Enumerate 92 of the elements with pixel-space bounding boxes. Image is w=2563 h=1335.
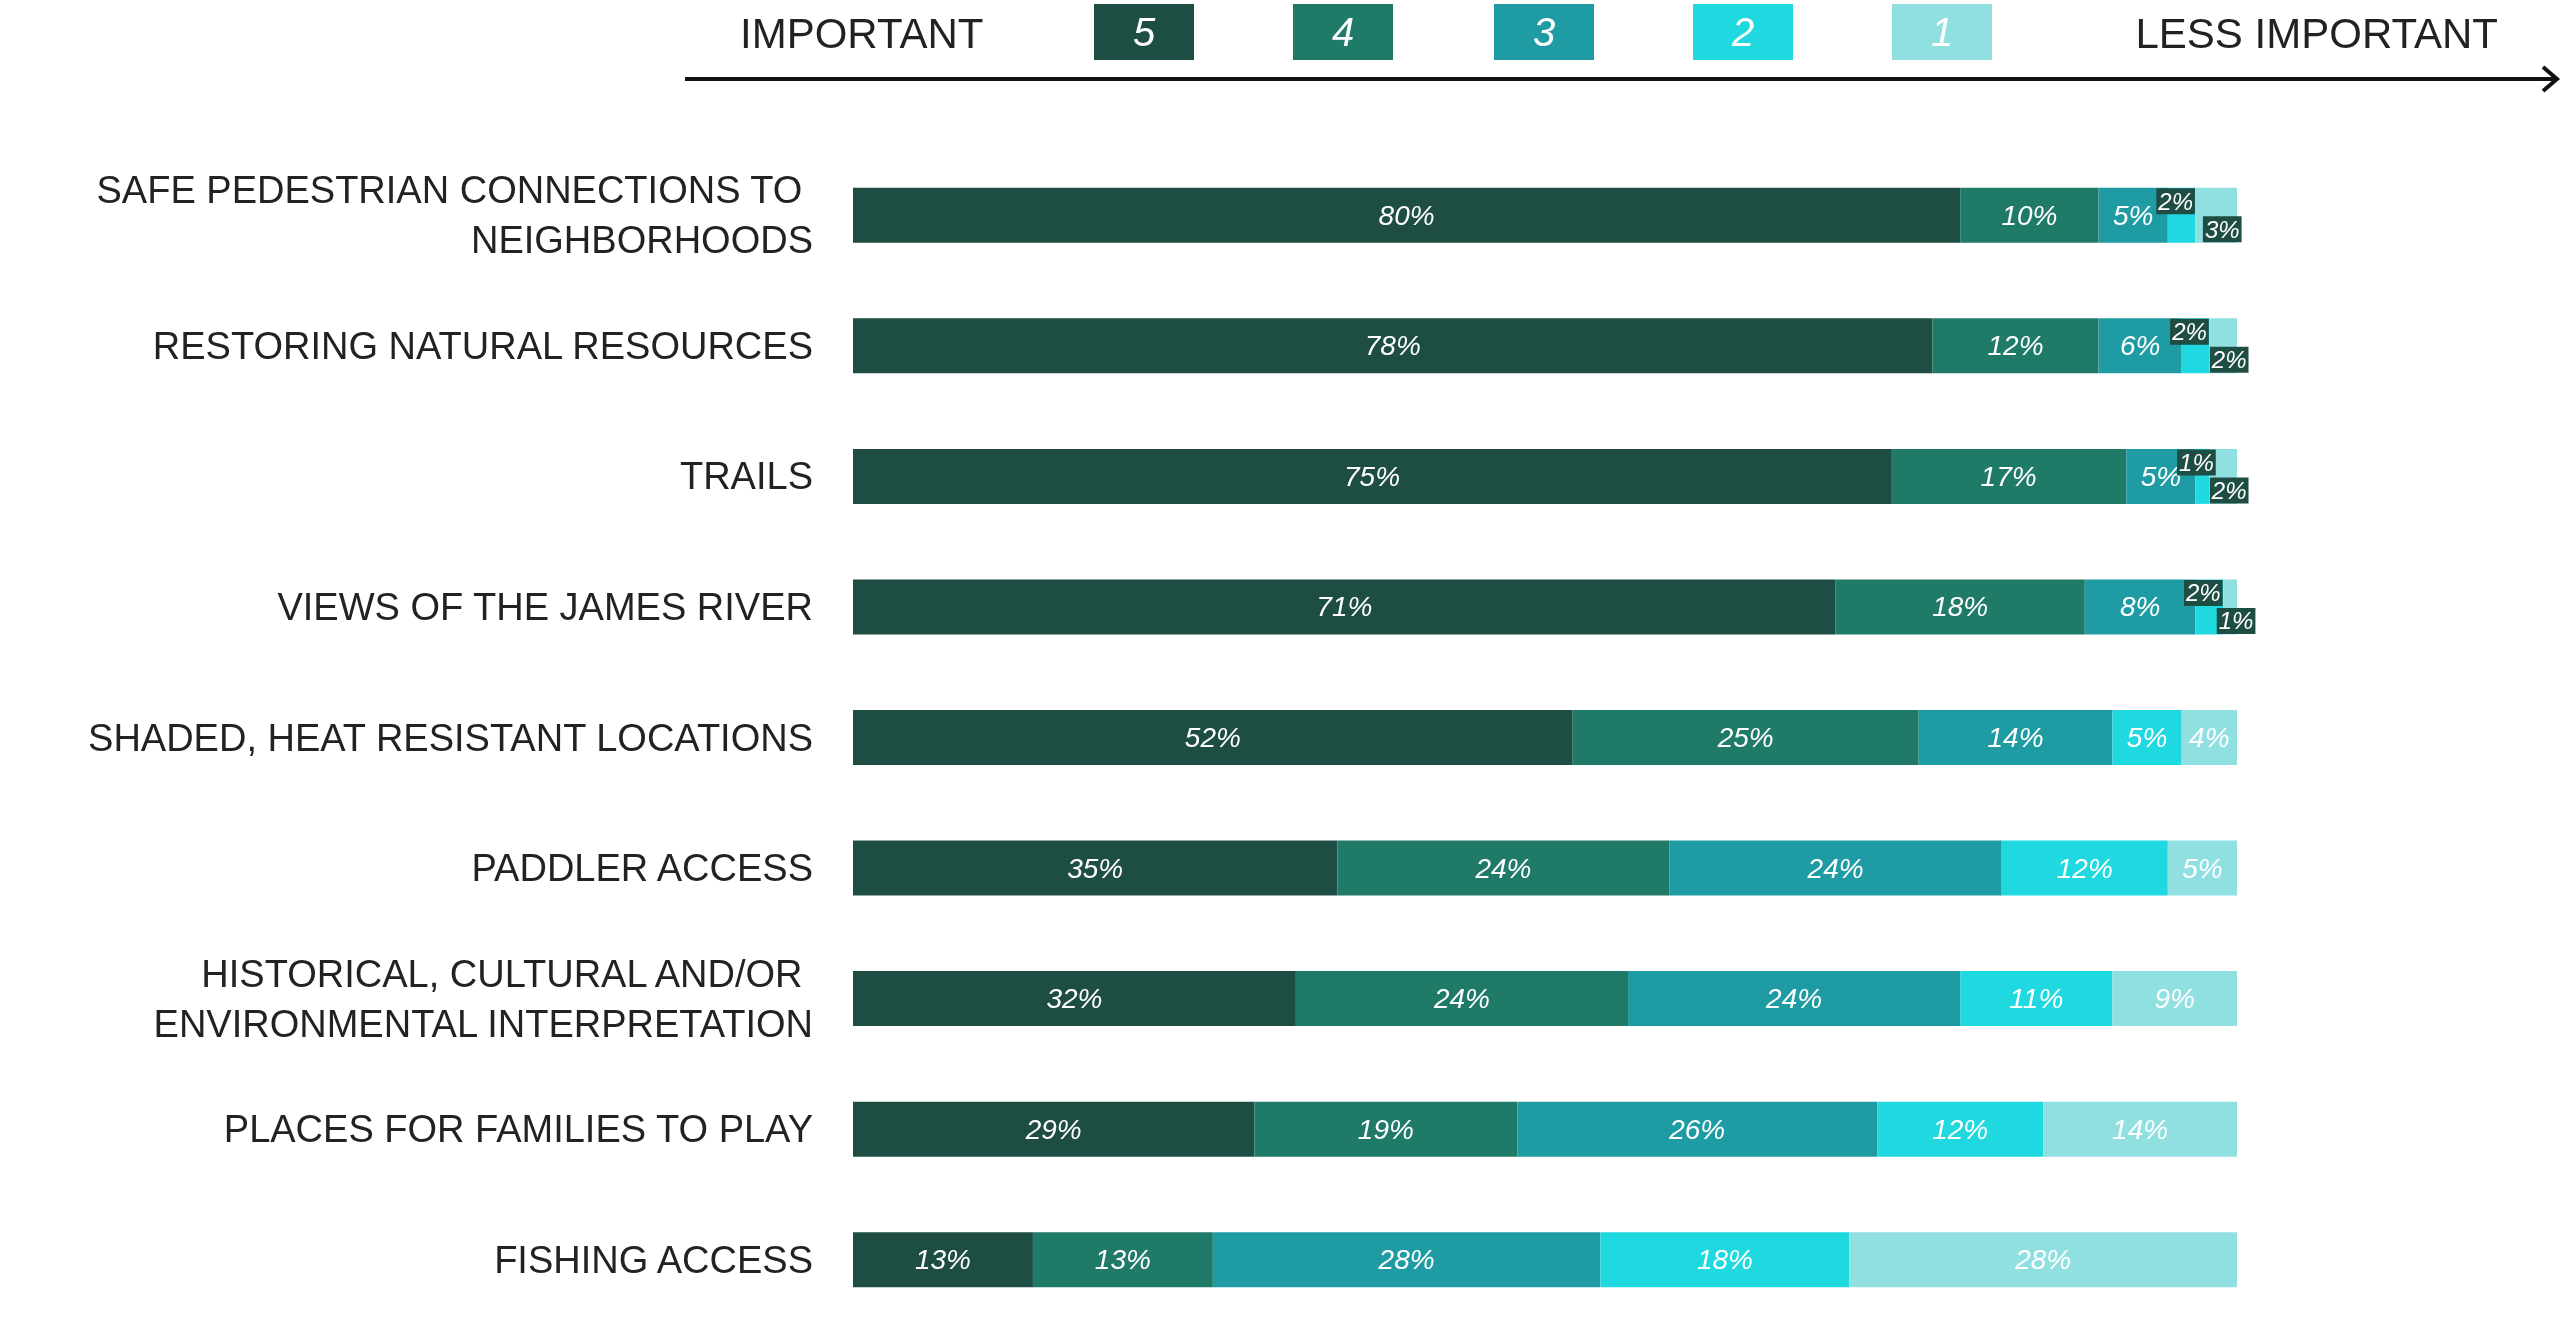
bar: [1835, 579, 2085, 635]
bar: [1032, 1232, 1213, 1288]
data-label: 28%: [1377, 1244, 1435, 1276]
data-label: 24%: [1765, 983, 1823, 1015]
data-label: 14%: [1987, 722, 2044, 753]
bar: [1254, 1101, 1518, 1157]
bar: [853, 448, 1891, 504]
y-tick-label: HISTORICAL, CULTURAL AND/OR ENVIRONMENTAL INTERPRETATION: [153, 952, 813, 1045]
data-label: 2%: [2157, 187, 2193, 215]
data-label: 2%: [2171, 318, 2207, 346]
data-label: 8%: [2119, 591, 2161, 623]
data-label: 4%: [2189, 722, 2230, 753]
data-label: 24%: [1806, 852, 1864, 884]
bar: [853, 187, 1961, 243]
text: IMPORTANT: [740, 9, 984, 59]
bar: [2112, 710, 2182, 765]
data-label: 75%: [1343, 460, 1401, 492]
y-tick-label: RESTORING NATURAL RESOURCES: [152, 324, 813, 367]
bar: [2167, 840, 2237, 896]
bar: [2001, 840, 2168, 896]
data-label: 18%: [1932, 591, 1989, 623]
data-label: 12%: [1932, 1113, 1989, 1145]
text: 4: [1293, 4, 1393, 60]
data-label: 13%: [1094, 1244, 1151, 1276]
y-tick-label: SHADED, HEAT RESISTANT LOCATIONS: [88, 716, 813, 759]
data-label: 32%: [1046, 983, 1103, 1015]
data-label: 78%: [1364, 330, 1421, 362]
data-label: 19%: [1357, 1113, 1414, 1145]
data-label: 14%: [2112, 1113, 2169, 1145]
data-label: 25%: [1716, 722, 1774, 753]
bar: [2043, 1101, 2237, 1157]
y-tick-label: PADDLER ACCESS: [471, 847, 813, 890]
data-label: 80%: [1378, 199, 1435, 231]
bar: [1849, 1232, 2237, 1288]
text: 2: [1693, 4, 1793, 60]
data-label: 2%: [2210, 476, 2247, 504]
data-label: 71%: [1316, 591, 1373, 623]
bar: [1600, 1232, 1850, 1288]
data-label: 29%: [1024, 1113, 1082, 1145]
data-label: 11%: [2009, 983, 2064, 1015]
bar: [853, 710, 1573, 765]
data-label: 3%: [2204, 215, 2240, 243]
y-tick-label: FISHING ACCESS: [494, 1238, 813, 1281]
data-label: 9%: [2154, 983, 2195, 1015]
data-label: 17%: [1980, 460, 2037, 492]
data-label: 35%: [1067, 852, 1124, 884]
data-label: 24%: [1474, 852, 1532, 884]
bar: [1932, 318, 2099, 374]
y-tick-label: TRAILS: [679, 455, 813, 498]
data-label: 12%: [2056, 852, 2113, 884]
bar: [853, 1232, 1033, 1288]
bar: [853, 579, 1836, 635]
data-label: 1%: [2218, 607, 2254, 635]
y-tick-label: PLACES FOR FAMILIES TO PLAY: [223, 1108, 813, 1151]
y-tick-label: SAFE PEDESTRIAN CONNECTIONS TO NEIGHBORHOODS: [96, 169, 813, 262]
bar: [1337, 840, 1670, 896]
data-label: 5%: [2126, 722, 2168, 753]
text: 3: [1494, 4, 1594, 60]
text: 1: [1892, 4, 1992, 60]
data-label: 28%: [2014, 1244, 2072, 1276]
data-label: 5%: [2182, 852, 2223, 884]
data-label: 52%: [1184, 722, 1241, 753]
data-label: 13%: [914, 1244, 971, 1276]
data-label: 6%: [2119, 330, 2161, 362]
text: 5: [1094, 4, 1194, 60]
bar: [1295, 971, 1629, 1027]
data-label: 2%: [2184, 579, 2221, 607]
bar: [1918, 710, 2113, 765]
data-label: 18%: [1696, 1244, 1753, 1276]
bar: [853, 1101, 1255, 1157]
bar: [1877, 1101, 2044, 1157]
data-label: 2%: [2210, 346, 2247, 374]
bar: [1628, 971, 1961, 1027]
bar: [1669, 840, 2002, 896]
bar: [1960, 187, 2099, 243]
data-label: 24%: [1432, 983, 1490, 1015]
bar: [2112, 971, 2237, 1027]
bar: [853, 318, 1933, 374]
y-tick-label: VIEWS OF THE JAMES RIVER: [277, 585, 813, 628]
text: LESS IMPORTANT: [2135, 9, 2498, 59]
bar: [1891, 448, 2127, 504]
data-label: 26%: [1668, 1113, 1726, 1145]
data-label: 1%: [2179, 448, 2214, 476]
bar: [1960, 971, 2113, 1027]
bar: [853, 840, 1338, 896]
bar: [1212, 1232, 1601, 1288]
data-label: 12%: [1987, 330, 2044, 362]
bar: [1572, 710, 1919, 765]
bar: [853, 971, 1296, 1027]
data-label: 5%: [2112, 199, 2154, 231]
data-label: 10%: [2001, 199, 2058, 231]
bar: [1517, 1101, 1878, 1157]
